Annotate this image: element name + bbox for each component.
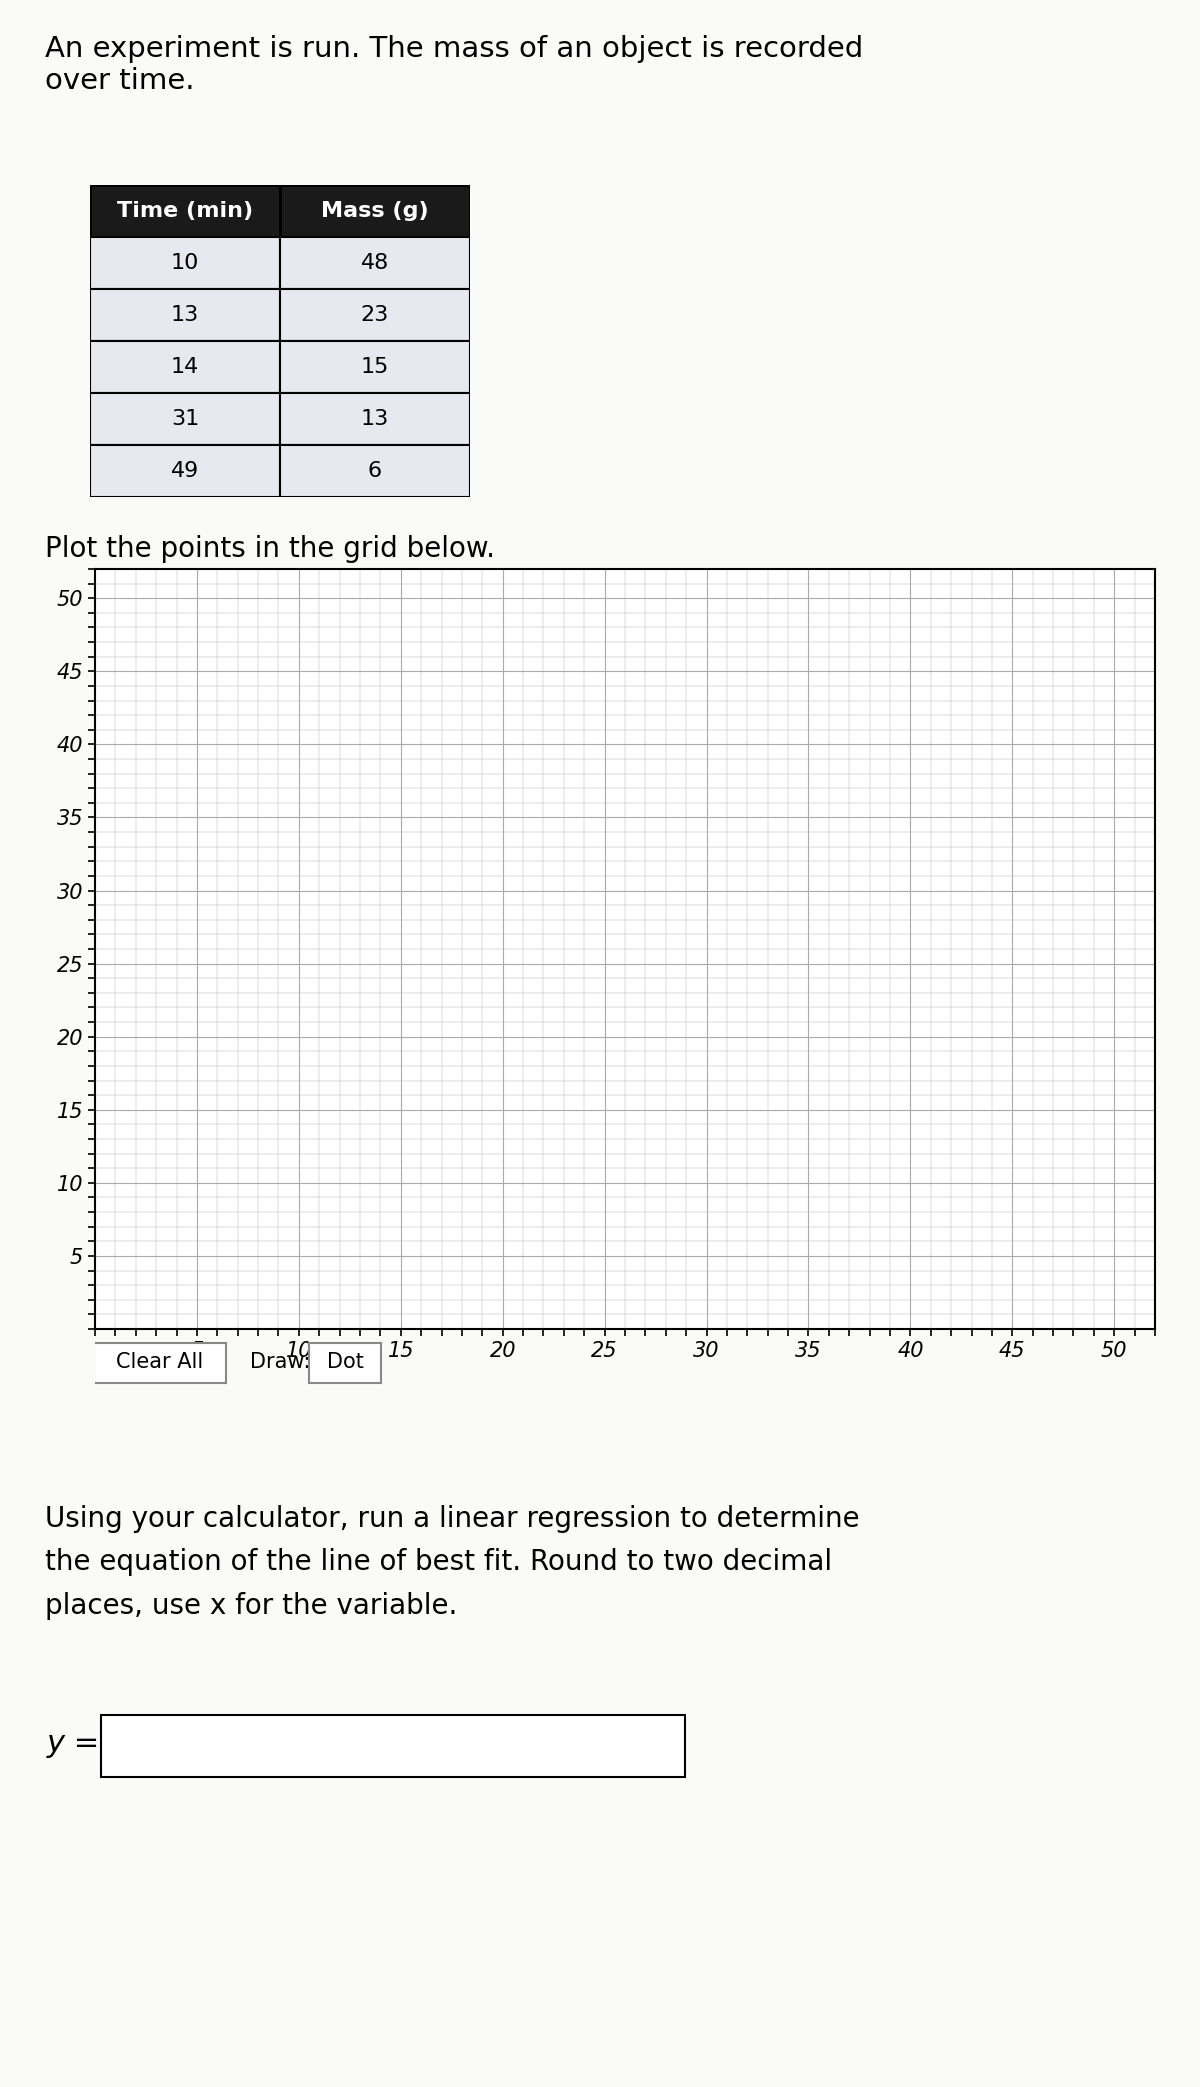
Text: Dot: Dot <box>326 1352 364 1371</box>
FancyBboxPatch shape <box>101 1716 685 1776</box>
Text: Clear All: Clear All <box>116 1352 204 1371</box>
Text: Plot the points in the grid below.: Plot the points in the grid below. <box>46 536 496 563</box>
Bar <box>280 288 470 340</box>
Text: 6: 6 <box>368 461 382 480</box>
Text: 48: 48 <box>361 253 389 273</box>
Bar <box>280 238 470 288</box>
Bar <box>90 186 280 238</box>
Bar <box>280 340 470 392</box>
Bar <box>90 392 280 445</box>
Bar <box>280 392 470 445</box>
Text: Mass (g): Mass (g) <box>322 200 428 221</box>
Text: 14: 14 <box>170 357 199 378</box>
Text: Time (min): Time (min) <box>116 200 253 221</box>
Text: An experiment is run. The mass of an object is recorded
over time.: An experiment is run. The mass of an obj… <box>46 35 863 96</box>
Text: 15: 15 <box>361 357 389 378</box>
Bar <box>280 186 470 238</box>
Text: 23: 23 <box>361 305 389 326</box>
Bar <box>90 288 280 340</box>
Text: y =: y = <box>47 1728 101 1757</box>
Text: 31: 31 <box>170 409 199 430</box>
Bar <box>90 445 280 497</box>
Text: 49: 49 <box>170 461 199 480</box>
FancyBboxPatch shape <box>310 1344 382 1384</box>
Bar <box>280 445 470 497</box>
Bar <box>90 238 280 288</box>
Text: Draw:: Draw: <box>250 1352 311 1371</box>
Text: 13: 13 <box>170 305 199 326</box>
Text: 13: 13 <box>361 409 389 430</box>
Bar <box>90 340 280 392</box>
Text: 10: 10 <box>170 253 199 273</box>
FancyBboxPatch shape <box>94 1344 226 1384</box>
Text: Using your calculator, run a linear regression to determine
the equation of the : Using your calculator, run a linear regr… <box>46 1505 859 1620</box>
